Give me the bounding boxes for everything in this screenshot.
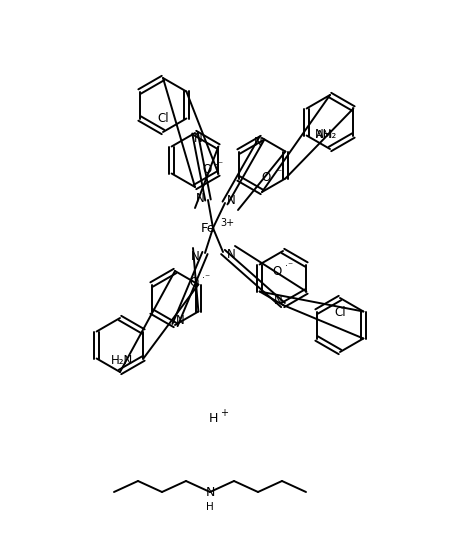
Text: O: O: [262, 171, 271, 185]
Text: +: +: [220, 408, 228, 418]
Text: ·⁻: ·⁻: [202, 273, 210, 283]
Text: N: N: [227, 193, 235, 207]
Text: H: H: [206, 502, 214, 512]
Text: N: N: [194, 132, 202, 144]
Text: H: H: [208, 412, 218, 424]
Text: N: N: [205, 485, 215, 499]
Text: ·⁻: ·⁻: [215, 160, 224, 170]
Text: Cl: Cl: [157, 111, 169, 125]
Text: H₂N: H₂N: [111, 354, 134, 367]
Text: ·⁻: ·⁻: [274, 168, 282, 178]
Text: AM: AM: [316, 131, 333, 141]
Text: O: O: [203, 163, 212, 176]
Text: 3+: 3+: [220, 218, 234, 228]
Text: N: N: [190, 250, 199, 262]
Text: ·⁻: ·⁻: [285, 261, 293, 271]
Text: Cl: Cl: [334, 305, 346, 318]
Text: N: N: [227, 249, 235, 262]
Text: O: O: [189, 277, 199, 289]
Text: N: N: [274, 294, 282, 306]
Text: Fe: Fe: [201, 222, 215, 235]
Text: N: N: [196, 192, 204, 204]
Text: N: N: [254, 136, 263, 149]
Text: NH₂: NH₂: [314, 128, 337, 141]
Text: O: O: [273, 264, 282, 278]
Text: N: N: [176, 314, 185, 327]
